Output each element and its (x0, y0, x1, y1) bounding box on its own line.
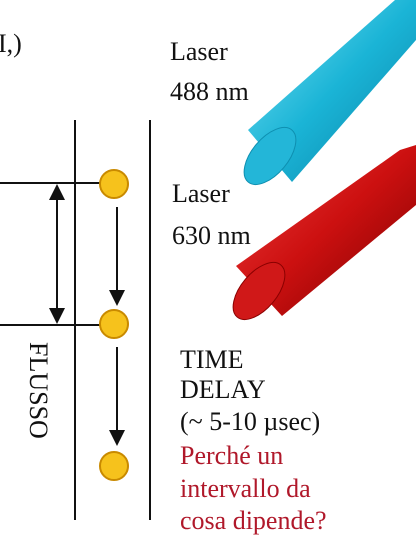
delay-line: (~ 5-10 µsec) (180, 407, 320, 436)
delay-line: DELAY (180, 375, 266, 404)
laser-label: Laser (172, 179, 230, 208)
laser-wavelength: 630 nm (172, 221, 251, 250)
flow-label: FLUSSO (24, 342, 53, 439)
question-line: Perché un (180, 441, 283, 470)
laser-label: Laser (170, 37, 228, 66)
question-line: cosa dipende? (180, 506, 327, 535)
laser-wavelength: 488 nm (170, 77, 249, 106)
cells (100, 170, 128, 480)
delay-line: TIME (180, 345, 244, 374)
diagram: I,) Laser 488 nm Laser 630 nm FLUSSO TIM… (0, 0, 416, 539)
header-label: I,) (0, 29, 22, 58)
question-line: intervallo da (180, 474, 311, 503)
